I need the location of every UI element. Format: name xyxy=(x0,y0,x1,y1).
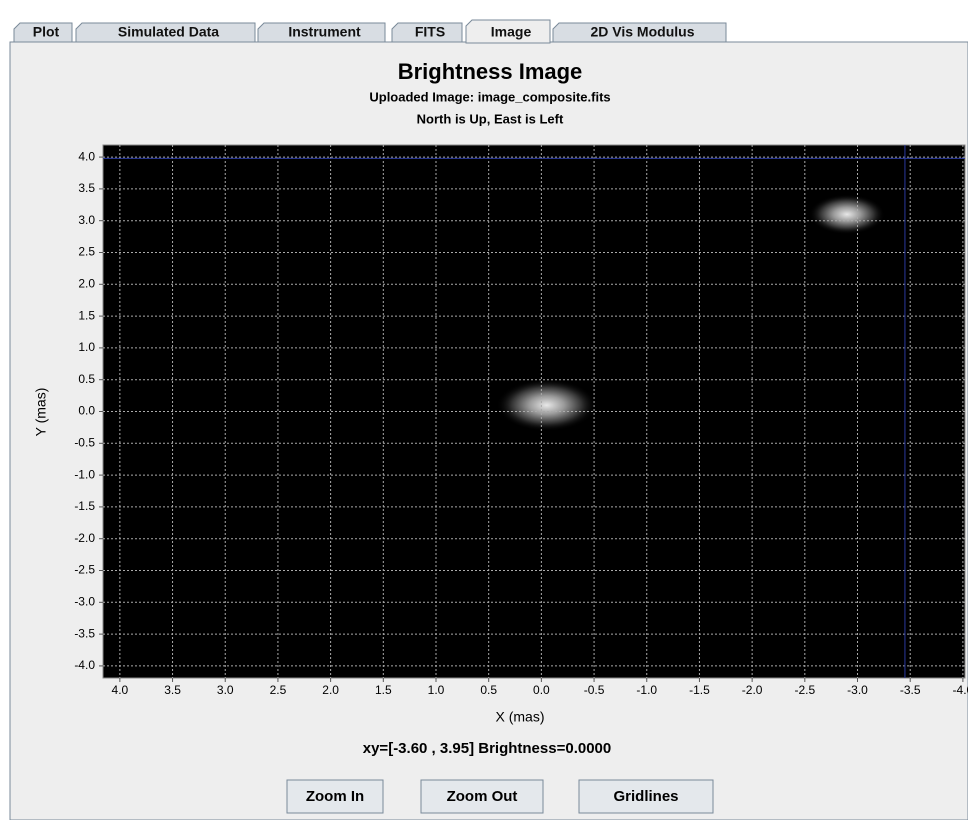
x-tick-label: 0.0 xyxy=(533,683,550,697)
x-tick-label: -0.5 xyxy=(584,683,605,697)
x-tick-label: -1.0 xyxy=(636,683,657,697)
x-tick-label: 4.0 xyxy=(112,683,129,697)
chart-subtitle: Uploaded Image: image_composite.fits xyxy=(369,89,610,104)
y-tick-label: -1.5 xyxy=(74,499,95,513)
status-text: xy=[-3.60 , 3.95] Brightness=0.0000 xyxy=(363,740,611,757)
tab[interactable] xyxy=(75,22,256,43)
button-label[interactable]: Zoom Out xyxy=(447,788,518,805)
x-tick-label: 1.0 xyxy=(428,683,445,697)
y-tick-label: 1.0 xyxy=(78,340,95,354)
button[interactable] xyxy=(578,779,714,814)
y-tick-label: 3.5 xyxy=(78,181,95,195)
tab[interactable] xyxy=(13,22,73,43)
x-axis-label: X (mas) xyxy=(496,709,545,725)
button[interactable] xyxy=(420,779,544,814)
y-tick-label: 0.0 xyxy=(78,404,95,418)
x-tick-label: 3.5 xyxy=(164,683,181,697)
source-blob xyxy=(496,379,597,432)
y-tick-label: -1.0 xyxy=(74,467,95,481)
tab-label[interactable]: Image xyxy=(491,24,532,40)
x-tick-label: -3.0 xyxy=(847,683,868,697)
x-tick-label: -2.0 xyxy=(742,683,763,697)
x-tick-label: 2.5 xyxy=(270,683,287,697)
button-label[interactable]: Zoom In xyxy=(306,788,364,805)
y-tick-label: 2.0 xyxy=(78,276,95,290)
tab[interactable] xyxy=(391,22,463,43)
x-tick-label: -2.5 xyxy=(794,683,815,697)
y-tick-label: 0.5 xyxy=(78,372,95,386)
x-tick-label: -4.0 xyxy=(953,683,968,697)
y-tick-label: -2.5 xyxy=(74,563,95,577)
tab-label[interactable]: 2D Vis Modulus xyxy=(591,24,695,40)
y-tick-label: -3.0 xyxy=(74,594,95,608)
button-label[interactable]: Gridlines xyxy=(613,788,678,805)
y-tick-label: 4.0 xyxy=(78,149,95,163)
source-blob xyxy=(808,194,885,235)
y-tick-label: -4.0 xyxy=(74,658,95,672)
tab[interactable] xyxy=(465,19,551,44)
x-tick-label: -3.5 xyxy=(900,683,921,697)
x-tick-label: 2.0 xyxy=(322,683,339,697)
tab-label[interactable]: Simulated Data xyxy=(118,24,219,40)
chart-title: Brightness Image xyxy=(398,59,583,84)
y-tick-label: -3.5 xyxy=(74,626,95,640)
tab-label[interactable]: Instrument xyxy=(288,24,361,40)
tab[interactable] xyxy=(257,22,386,43)
x-tick-label: 0.5 xyxy=(480,683,497,697)
tab-label[interactable]: FITS xyxy=(415,24,445,40)
tab-label[interactable]: Plot xyxy=(33,24,60,40)
y-tick-label: 3.0 xyxy=(78,213,95,227)
x-tick-label: -1.5 xyxy=(689,683,710,697)
y-axis-label: Y (mas) xyxy=(33,388,49,437)
button[interactable] xyxy=(286,779,384,814)
y-tick-label: 1.5 xyxy=(78,308,95,322)
y-tick-label: -0.5 xyxy=(74,435,95,449)
x-tick-label: 3.0 xyxy=(217,683,234,697)
y-tick-label: -2.0 xyxy=(74,531,95,545)
y-tick-label: 2.5 xyxy=(78,245,95,259)
tab[interactable] xyxy=(552,22,727,43)
x-tick-label: 1.5 xyxy=(375,683,392,697)
chart-subtitle: North is Up, East is Left xyxy=(417,111,564,126)
